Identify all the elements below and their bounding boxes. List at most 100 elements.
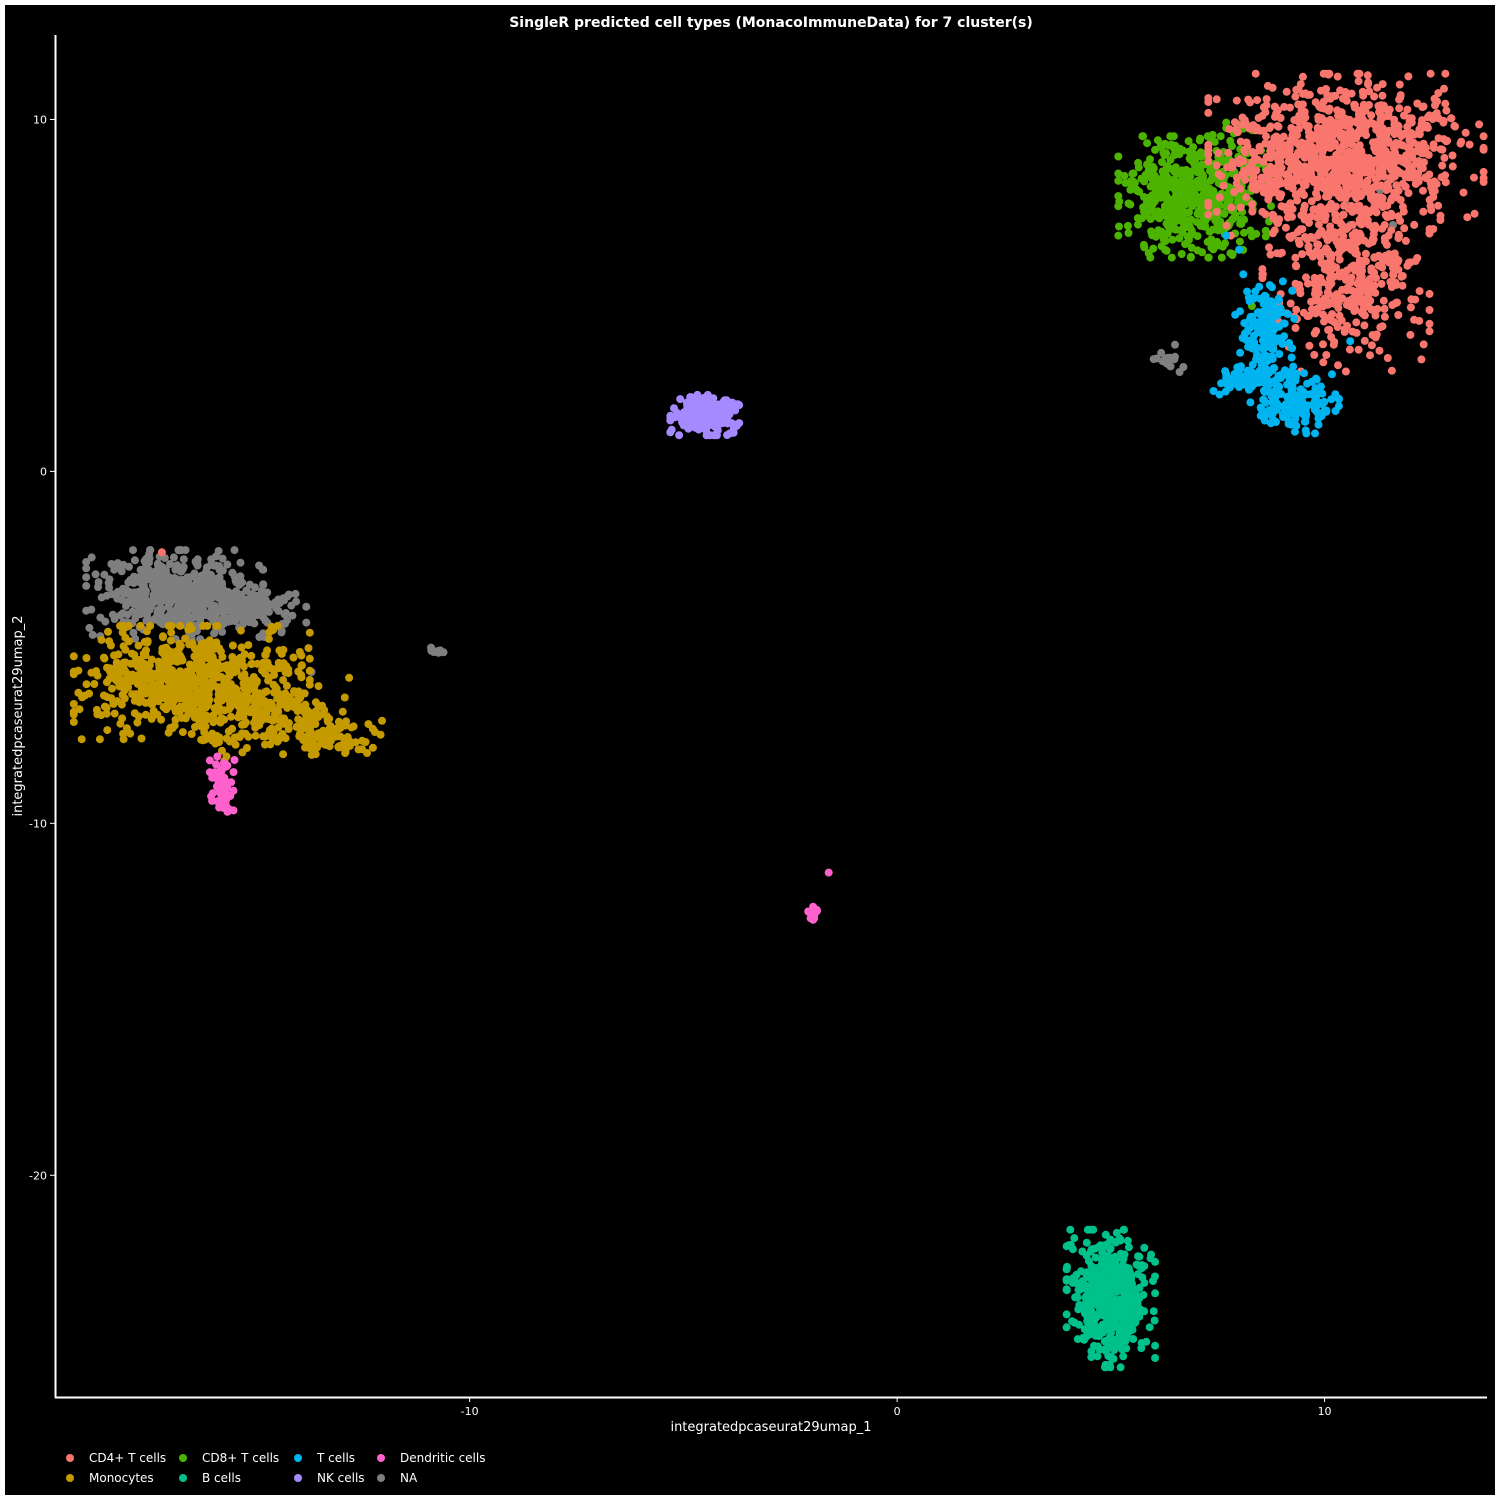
point-monocytes [212, 621, 221, 630]
point-cd4-t-cells [1278, 150, 1287, 159]
legend-label: CD4+ T cells [89, 1451, 166, 1465]
point-monocytes [221, 690, 230, 699]
point-cd4-t-cells [1395, 154, 1404, 162]
point-monocytes [300, 689, 309, 698]
point-cd4-t-cells [1436, 216, 1445, 224]
point-cd4-t-cells [1240, 146, 1249, 154]
point-nk-cells [715, 405, 724, 414]
point-cd8-t-cells [1177, 250, 1186, 258]
point-cd8-t-cells [1209, 187, 1218, 195]
point-cd4-t-cells [1266, 147, 1275, 155]
point-monocytes [75, 705, 84, 714]
point-b-cells [1139, 1290, 1148, 1299]
point-cd4-t-cells [1348, 220, 1357, 229]
point-cd4-t-cells [1223, 163, 1232, 172]
point-cd4-t-cells [1369, 230, 1378, 239]
point-monocytes [231, 665, 240, 674]
point-cd4-t-cells [1255, 179, 1264, 188]
point-na [114, 587, 122, 596]
point-cd4-t-cells [1407, 295, 1416, 304]
point-b-cells [1151, 1289, 1160, 1298]
point-b-cells [1078, 1247, 1087, 1256]
point-na [1170, 355, 1179, 364]
point-monocytes [126, 729, 135, 738]
point-monocytes [319, 736, 327, 745]
point-t-cells [1280, 332, 1289, 341]
point-t-cells [1235, 245, 1244, 254]
point-monocytes [134, 641, 143, 650]
point-monocytes [269, 732, 278, 740]
point-cd4-t-cells [1392, 254, 1401, 263]
point-cd4-t-cells [1465, 140, 1474, 149]
point-b-cells [1084, 1257, 1093, 1266]
point-cd4-t-cells [1397, 272, 1406, 281]
point-cd8-t-cells [1204, 253, 1213, 262]
point-cd8-t-cells [1162, 171, 1171, 180]
point-monocytes [305, 675, 314, 684]
point-b-cells [1149, 1277, 1157, 1285]
point-na [287, 601, 296, 610]
legend-item-na: NA [377, 1471, 418, 1485]
point-t-cells [1268, 409, 1277, 418]
point-na [214, 547, 223, 555]
point-cd8-t-cells [1115, 222, 1123, 231]
point-cd4-t-cells [1317, 226, 1326, 235]
point-monocytes [69, 718, 78, 726]
point-cd4-t-cells [1451, 122, 1459, 131]
point-monocytes [314, 682, 323, 691]
point-monocytes [281, 689, 290, 698]
legend: CD4+ T cells CD8+ T cells T cells Dendritic… [66, 1451, 485, 1485]
point-cd4-t-cells [1265, 243, 1273, 252]
point-cd4-t-cells [1283, 143, 1292, 152]
point-monocytes [110, 709, 119, 718]
point-t-cells [1236, 362, 1245, 371]
point-cd4-t-cells [1298, 170, 1307, 179]
point-t-cells [1346, 337, 1355, 346]
point-monocytes [130, 659, 139, 668]
point-cd4-t-cells [1316, 203, 1325, 212]
point-na [129, 546, 137, 555]
x-tick-label: 0 [894, 1405, 901, 1418]
point-cd8-t-cells [1146, 155, 1154, 164]
point-cd4-t-cells [1439, 118, 1448, 127]
point-nk-cells [720, 415, 729, 424]
point-cd4-t-cells [1351, 174, 1360, 183]
point-na [218, 584, 227, 593]
point-monocytes [282, 681, 291, 690]
point-cd4-t-cells [1419, 207, 1428, 216]
point-cd4-t-cells [1413, 99, 1422, 108]
point-monocytes [214, 702, 223, 711]
point-b-cells [1110, 1274, 1119, 1283]
point-monocytes [340, 693, 349, 702]
point-na [97, 593, 106, 602]
point-cd4-t-cells [1331, 210, 1340, 219]
point-t-cells [1306, 390, 1315, 399]
point-monocytes [305, 666, 314, 675]
point-na [199, 599, 208, 608]
point-cd4-t-cells [1461, 128, 1470, 137]
point-monocytes [225, 672, 234, 680]
point-cd4-t-cells [1232, 96, 1241, 105]
point-monocytes [197, 669, 206, 678]
point-monocytes [155, 675, 164, 683]
point-monocytes [138, 688, 147, 697]
point-dendritic-cells [223, 780, 232, 789]
point-cd8-t-cells [1226, 136, 1235, 145]
point-b-cells [1075, 1320, 1083, 1329]
point-t-cells [1249, 331, 1258, 340]
point-cd4-t-cells [1287, 124, 1296, 132]
point-t-cells [1289, 362, 1298, 371]
point-cd8-t-cells [1135, 187, 1144, 196]
point-cd4-t-cells [1291, 253, 1300, 262]
point-b-cells [1084, 1270, 1093, 1279]
point-cd4-t-cells [1316, 141, 1325, 150]
legend-label: B cells [202, 1471, 241, 1485]
point-cd4-t-cells [1222, 221, 1231, 230]
point-monocytes [297, 673, 306, 682]
point-b-cells [1066, 1225, 1075, 1234]
point-b-cells [1123, 1236, 1132, 1245]
point-cd4-t-cells [1355, 297, 1364, 306]
point-monocytes [253, 659, 262, 668]
point-monocytes [224, 727, 233, 736]
point-monocytes [341, 721, 350, 730]
